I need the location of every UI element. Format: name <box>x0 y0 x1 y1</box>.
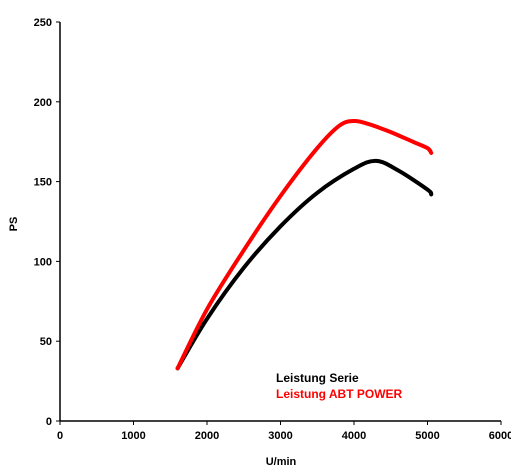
legend-entry-abt-power: Leistung ABT POWER <box>276 387 403 401</box>
y-tick-label: 250 <box>34 17 52 29</box>
x-tick-label: 0 <box>57 430 63 442</box>
axes <box>60 22 501 421</box>
x-tick-label: 1000 <box>121 430 145 442</box>
x-ticks: 0 1000 2000 3000 4000 5000 6000 <box>57 421 511 442</box>
legend-entry-serie: Leistung Serie <box>276 371 359 385</box>
x-tick-label: 5000 <box>415 430 439 442</box>
y-tick-label: 100 <box>34 256 52 268</box>
x-tick-label: 4000 <box>342 430 366 442</box>
y-tick-label: 150 <box>34 177 52 189</box>
series-lines <box>178 121 432 368</box>
legend: Leistung Serie Leistung ABT POWER <box>276 371 403 401</box>
x-tick-label: 3000 <box>268 430 292 442</box>
y-axis-label: PS <box>8 217 20 232</box>
x-tick-label: 2000 <box>195 430 219 442</box>
y-tick-label: 200 <box>34 97 52 109</box>
series-line-abt-power <box>178 121 432 368</box>
x-tick-label: 6000 <box>489 430 511 442</box>
y-tick-label: 50 <box>40 336 52 348</box>
series-line-serie <box>178 161 432 368</box>
y-ticks: 0 50 100 150 200 250 <box>34 17 60 428</box>
y-tick-label: 0 <box>46 416 52 428</box>
x-axis-label: U/min <box>266 456 297 468</box>
